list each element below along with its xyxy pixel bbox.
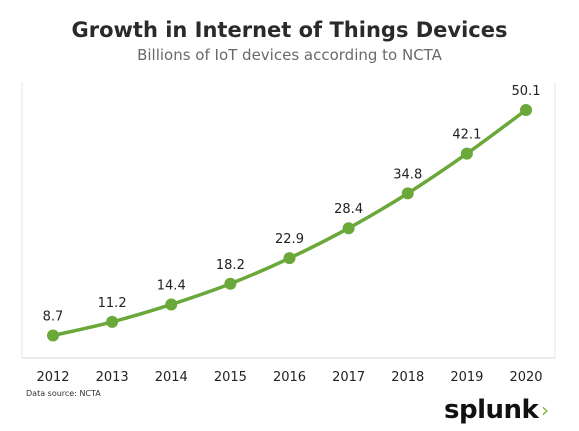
data-point-2014 <box>165 298 178 311</box>
data-source-note: Data source: NCTA <box>26 389 101 398</box>
data-label-2019: 42.1 <box>452 128 481 143</box>
splunk-logo: splunk <box>444 395 539 425</box>
data-label-2018: 34.8 <box>393 167 422 182</box>
data-point-2016 <box>283 252 296 265</box>
data-point-2019 <box>460 147 473 160</box>
data-point-2013 <box>106 315 119 328</box>
data-label-2020: 50.1 <box>512 84 541 99</box>
data-label-2014: 14.4 <box>157 278 186 293</box>
data-point-2020 <box>520 104 532 116</box>
x-tick-2019: 2019 <box>450 370 483 385</box>
data-point-2017 <box>342 222 355 235</box>
x-tick-2013: 2013 <box>96 370 129 385</box>
x-tick-2016: 2016 <box>273 370 306 385</box>
chart-subtitle: Billions of IoT devices according to NCT… <box>137 46 442 64</box>
x-tick-2014: 2014 <box>155 370 188 385</box>
x-tick-2018: 2018 <box>391 370 424 385</box>
chart-title: Growth in Internet of Things Devices <box>71 18 508 42</box>
data-point-2012 <box>47 329 59 342</box>
data-label-2013: 11.2 <box>98 296 127 311</box>
data-point-2015 <box>224 277 237 290</box>
data-point-2018 <box>401 187 414 200</box>
data-label-2016: 22.9 <box>275 232 304 247</box>
x-tick-2015: 2015 <box>214 370 247 385</box>
data-label-2012: 8.7 <box>43 310 64 325</box>
data-label-2015: 18.2 <box>216 258 245 273</box>
x-tick-2012: 2012 <box>36 370 69 385</box>
chevron-right-icon: › <box>541 398 549 422</box>
x-tick-2020: 2020 <box>509 370 542 385</box>
data-label-2017: 28.4 <box>334 202 363 217</box>
x-tick-2017: 2017 <box>332 370 365 385</box>
